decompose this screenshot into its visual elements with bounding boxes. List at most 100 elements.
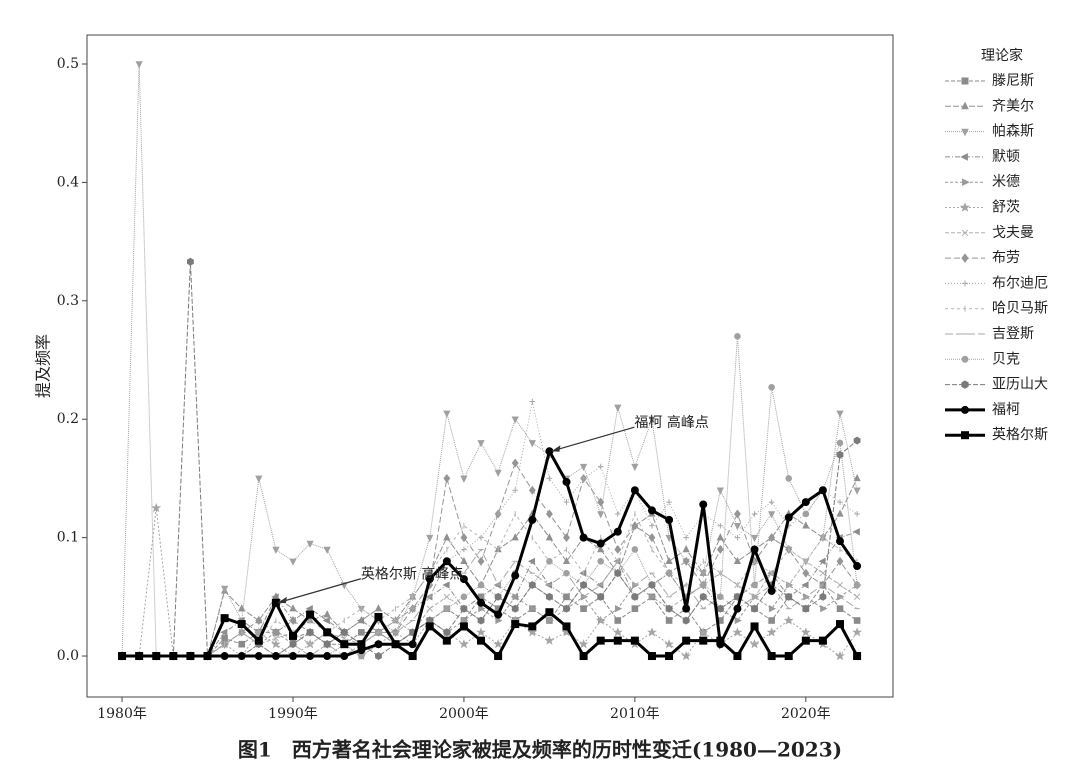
data-point xyxy=(528,515,537,524)
data-point xyxy=(220,614,229,623)
data-point xyxy=(597,592,605,601)
data-point xyxy=(546,475,553,482)
data-point xyxy=(288,652,297,661)
data-point xyxy=(734,534,741,541)
data-point xyxy=(649,593,657,601)
data-point xyxy=(784,652,793,661)
data-point xyxy=(785,581,792,589)
data-point xyxy=(254,636,263,645)
data-point xyxy=(802,521,810,529)
data-point xyxy=(528,581,536,589)
data-point xyxy=(699,581,707,589)
data-point xyxy=(289,604,297,612)
data-point xyxy=(545,592,553,601)
data-point xyxy=(495,511,501,517)
data-point xyxy=(785,475,793,482)
data-point xyxy=(699,636,708,645)
data-point xyxy=(649,522,655,529)
data-point xyxy=(546,558,553,565)
data-point xyxy=(494,610,503,619)
data-point xyxy=(580,581,588,589)
data-point xyxy=(443,628,451,637)
data-point xyxy=(681,651,692,661)
legend-label: 戈夫曼 xyxy=(992,225,1034,241)
data-point xyxy=(477,616,485,625)
data-point xyxy=(836,556,844,566)
data-point xyxy=(443,593,450,600)
legend-marker xyxy=(961,128,969,137)
x-tick-label: 1980年 xyxy=(97,706,147,722)
data-point xyxy=(288,631,297,640)
data-point xyxy=(221,585,229,594)
data-point xyxy=(408,652,417,661)
data-point xyxy=(784,513,793,522)
data-point xyxy=(238,640,246,648)
data-point xyxy=(597,497,605,507)
data-point xyxy=(648,416,656,424)
data-point xyxy=(494,652,503,661)
data-point xyxy=(854,511,860,517)
data-point xyxy=(460,533,468,543)
data-point xyxy=(323,628,332,637)
data-point xyxy=(151,503,162,513)
legend-label: 舒茨 xyxy=(992,200,1020,216)
data-point xyxy=(716,487,724,495)
data-point xyxy=(340,652,349,661)
data-point xyxy=(682,544,690,553)
data-point xyxy=(458,639,469,649)
data-point xyxy=(562,622,571,631)
data-point xyxy=(391,640,400,649)
data-point xyxy=(477,581,485,589)
data-point xyxy=(682,556,690,566)
data-point xyxy=(647,627,657,637)
data-point xyxy=(766,627,777,637)
legend-label: 哈贝马斯 xyxy=(992,301,1048,317)
data-point xyxy=(443,410,451,418)
legend-label: 布劳 xyxy=(992,250,1020,266)
data-point xyxy=(767,652,776,661)
data-point xyxy=(340,628,348,637)
data-point xyxy=(306,652,315,661)
data-point xyxy=(169,652,178,661)
data-point xyxy=(426,534,434,543)
y-tick-label: 0.3 xyxy=(57,293,79,309)
data-point xyxy=(683,534,689,541)
data-point xyxy=(563,499,570,505)
data-point xyxy=(835,651,845,661)
data-point xyxy=(392,617,399,624)
data-point xyxy=(767,586,776,595)
data-point xyxy=(306,540,314,549)
data-point xyxy=(255,616,263,625)
data-point xyxy=(254,652,263,661)
legend-label: 默顿 xyxy=(992,149,1020,165)
data-point xyxy=(511,416,519,424)
data-point xyxy=(511,533,519,541)
data-point xyxy=(461,546,467,553)
data-point xyxy=(374,604,383,612)
data-point xyxy=(836,537,845,546)
data-point xyxy=(647,652,656,661)
annotation-arrowhead xyxy=(551,445,561,452)
data-point xyxy=(426,605,433,612)
data-point xyxy=(562,593,570,601)
data-point xyxy=(358,629,365,636)
data-point xyxy=(768,605,777,613)
data-point xyxy=(852,627,863,637)
data-point xyxy=(836,439,844,447)
data-point xyxy=(580,475,587,482)
data-point xyxy=(785,592,793,601)
data-point xyxy=(459,575,468,584)
data-point xyxy=(322,616,330,625)
series xyxy=(118,598,862,661)
annotation-arrow xyxy=(277,578,362,604)
data-point xyxy=(476,593,484,601)
data-point xyxy=(442,557,451,566)
data-point xyxy=(477,440,485,448)
data-point xyxy=(836,450,844,459)
data-point xyxy=(476,627,486,637)
data-point xyxy=(631,463,639,472)
data-point xyxy=(665,515,674,524)
data-point xyxy=(716,636,725,645)
data-point xyxy=(631,521,639,531)
